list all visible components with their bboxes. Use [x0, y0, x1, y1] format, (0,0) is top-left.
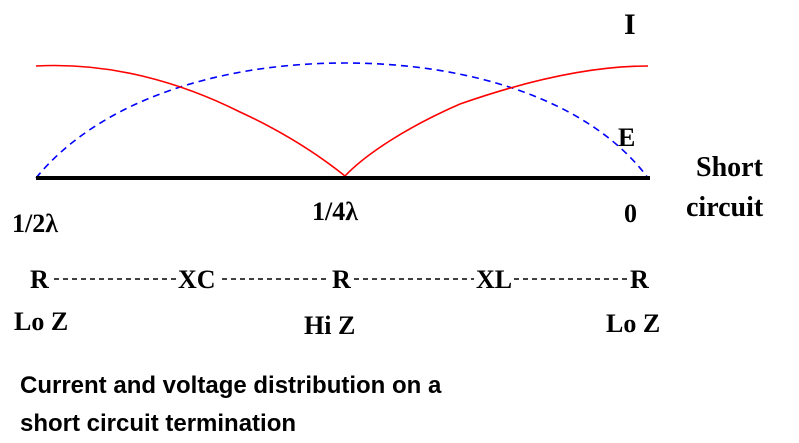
- current-label-i: I: [624, 8, 636, 41]
- impedance-r-center: R: [332, 265, 351, 294]
- position-half-wave: 1/2λ: [12, 209, 58, 238]
- reactance-xl: XL: [476, 265, 512, 294]
- termination-label-line2: circuit: [686, 192, 764, 223]
- impedance-lo-z-left: Lo Z: [14, 307, 68, 336]
- position-zero: 0: [624, 199, 637, 228]
- voltage-curve-e: [35, 62, 649, 179]
- caption-line2: short circuit termination: [20, 410, 296, 437]
- position-quarter-wave: 1/4λ: [312, 197, 358, 226]
- impedance-hi-z-center: Hi Z: [304, 311, 355, 340]
- caption-line1: Current and voltage distribution on a: [20, 372, 442, 399]
- termination-label-line1: Short: [696, 152, 764, 183]
- voltage-label-e: E: [618, 123, 635, 152]
- impedance-r-right: R: [630, 265, 649, 294]
- reactance-xc: XC: [178, 265, 216, 294]
- impedance-r-left: R: [30, 265, 49, 294]
- impedance-lo-z-right: Lo Z: [606, 309, 660, 338]
- current-curve-i: [35, 64, 649, 178]
